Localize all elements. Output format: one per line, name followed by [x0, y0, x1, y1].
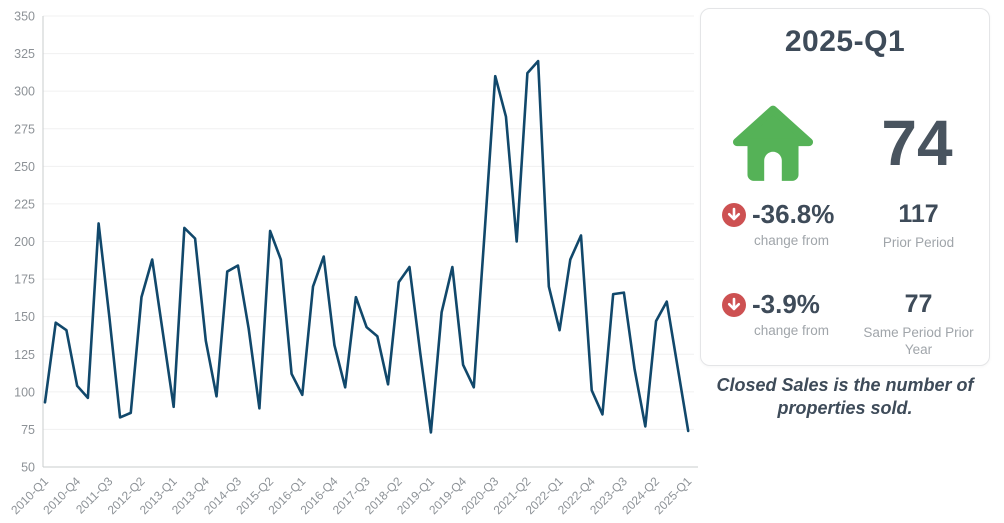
y-axis-tick-label: 250	[14, 160, 35, 174]
metric-definition-note: Closed Sales is the number of properties…	[716, 375, 974, 419]
closed-sales-value: 74	[881, 107, 953, 179]
prior-year-label: Same Period Prior Year	[863, 325, 974, 357]
closed-sales-series-line	[43, 59, 690, 434]
y-axis-tick-label: 300	[14, 85, 35, 99]
change-vs-prior-year: -3.9%	[752, 289, 820, 319]
prior-period-label: Prior Period	[882, 235, 955, 250]
summary-card: 2025-Q1 74 -36.8% change from 117 Prior …	[700, 8, 990, 366]
change-from-label: change from	[754, 233, 830, 248]
change-from-label: change from	[754, 323, 830, 338]
y-axis-tick-label: 150	[14, 310, 35, 324]
y-axis-tick-label: 175	[14, 273, 35, 287]
change-vs-prior-period: -36.8%	[752, 199, 835, 229]
prior-year-value: 77	[904, 290, 933, 318]
y-axis-tick-label: 75	[21, 423, 35, 437]
closed-sales-chart: 50 75 100 125 150 175 200 225 250 275 300 325 350 201…	[8, 10, 698, 517]
y-axis-tick-label: 275	[14, 122, 35, 136]
prior-period-value: 117	[898, 200, 939, 228]
y-axis-tick-label: 200	[14, 235, 35, 249]
house-icon	[732, 105, 814, 181]
period-title: 2025-Q1	[784, 25, 906, 58]
y-axis-tick-label: 350	[14, 10, 35, 24]
y-axis-tick-label: 225	[14, 197, 35, 211]
main-stat-row: 74	[701, 97, 989, 189]
circle-arrow-down-icon	[722, 293, 746, 317]
y-axis-tick-label: 100	[14, 385, 35, 399]
y-axis-tick-label: 325	[14, 47, 35, 61]
circle-arrow-down-icon	[722, 203, 746, 227]
closed-sales-line-chart: 5075100125150175200225250275300325350201…	[8, 10, 698, 517]
y-axis-tick-label: 50	[21, 461, 35, 475]
y-axis-tick-label: 125	[14, 348, 35, 362]
